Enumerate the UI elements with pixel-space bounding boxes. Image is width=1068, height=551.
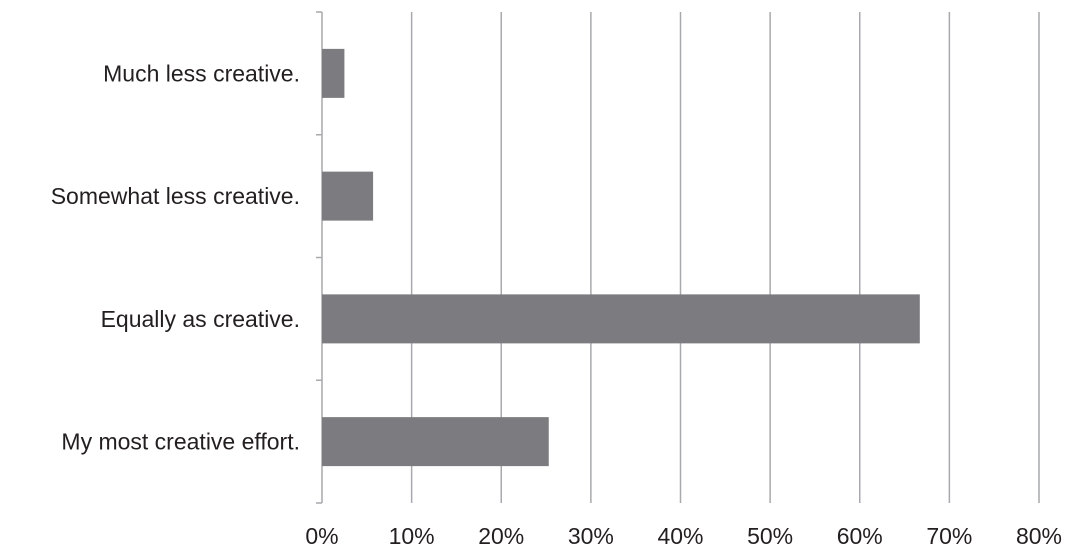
- bar: [322, 294, 920, 344]
- x-tick-label: 30%: [568, 523, 614, 549]
- category-label: Much less creative.: [103, 60, 300, 86]
- x-tick-label: 10%: [389, 523, 435, 549]
- category-axis: [316, 11, 323, 504]
- x-tick-label: 70%: [926, 523, 972, 549]
- x-tick-labels: 0% 10% 20% 30% 40% 50% 60% 70% 80%: [305, 523, 1062, 549]
- category-label: Somewhat less creative.: [51, 183, 300, 209]
- bar: [322, 171, 374, 221]
- gridlines: [410, 12, 1040, 503]
- bar: [322, 417, 549, 467]
- x-tick-label: 20%: [478, 523, 524, 549]
- x-tick-label: 0%: [305, 523, 338, 549]
- x-tick-label: 50%: [747, 523, 793, 549]
- x-tick-label: 40%: [657, 523, 703, 549]
- category-labels: Much less creative. Somewhat less creativ…: [51, 60, 300, 454]
- bars: [322, 48, 920, 467]
- category-label: My most creative effort.: [61, 429, 300, 455]
- category-label: Equally as creative.: [101, 306, 300, 332]
- bar: [322, 48, 345, 98]
- x-tick-label: 60%: [837, 523, 883, 549]
- x-tick-label: 80%: [1016, 523, 1062, 549]
